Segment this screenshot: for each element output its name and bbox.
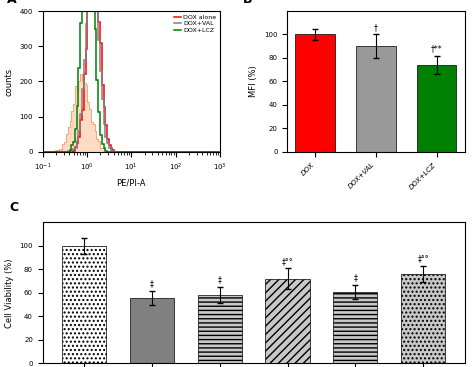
Bar bbox=[401, 274, 446, 363]
Bar bbox=[62, 246, 106, 363]
Text: ‡: ‡ bbox=[218, 276, 221, 285]
Y-axis label: MFI (%): MFI (%) bbox=[249, 66, 258, 97]
X-axis label: PE/PI-A: PE/PI-A bbox=[117, 178, 146, 188]
Text: A: A bbox=[7, 0, 17, 6]
Text: †: † bbox=[374, 23, 378, 32]
Bar bbox=[265, 279, 310, 363]
Bar bbox=[198, 295, 242, 363]
Text: ‡°°: ‡°° bbox=[282, 257, 293, 266]
Text: ‡: ‡ bbox=[150, 279, 154, 288]
Text: †**: †** bbox=[431, 44, 443, 53]
Bar bbox=[417, 65, 456, 152]
Text: C: C bbox=[9, 201, 18, 214]
Text: B: B bbox=[243, 0, 253, 6]
Y-axis label: Cell Viability (%): Cell Viability (%) bbox=[5, 258, 14, 328]
Text: ‡°°: ‡°° bbox=[418, 254, 429, 264]
Bar bbox=[130, 298, 174, 363]
Y-axis label: counts: counts bbox=[5, 68, 14, 95]
Bar bbox=[295, 34, 335, 152]
Legend: DOX alone, DOX+VAL, DOX+LCZ: DOX alone, DOX+VAL, DOX+LCZ bbox=[173, 14, 217, 33]
Bar bbox=[333, 292, 377, 363]
Text: ‡: ‡ bbox=[354, 273, 357, 282]
Bar bbox=[356, 46, 396, 152]
